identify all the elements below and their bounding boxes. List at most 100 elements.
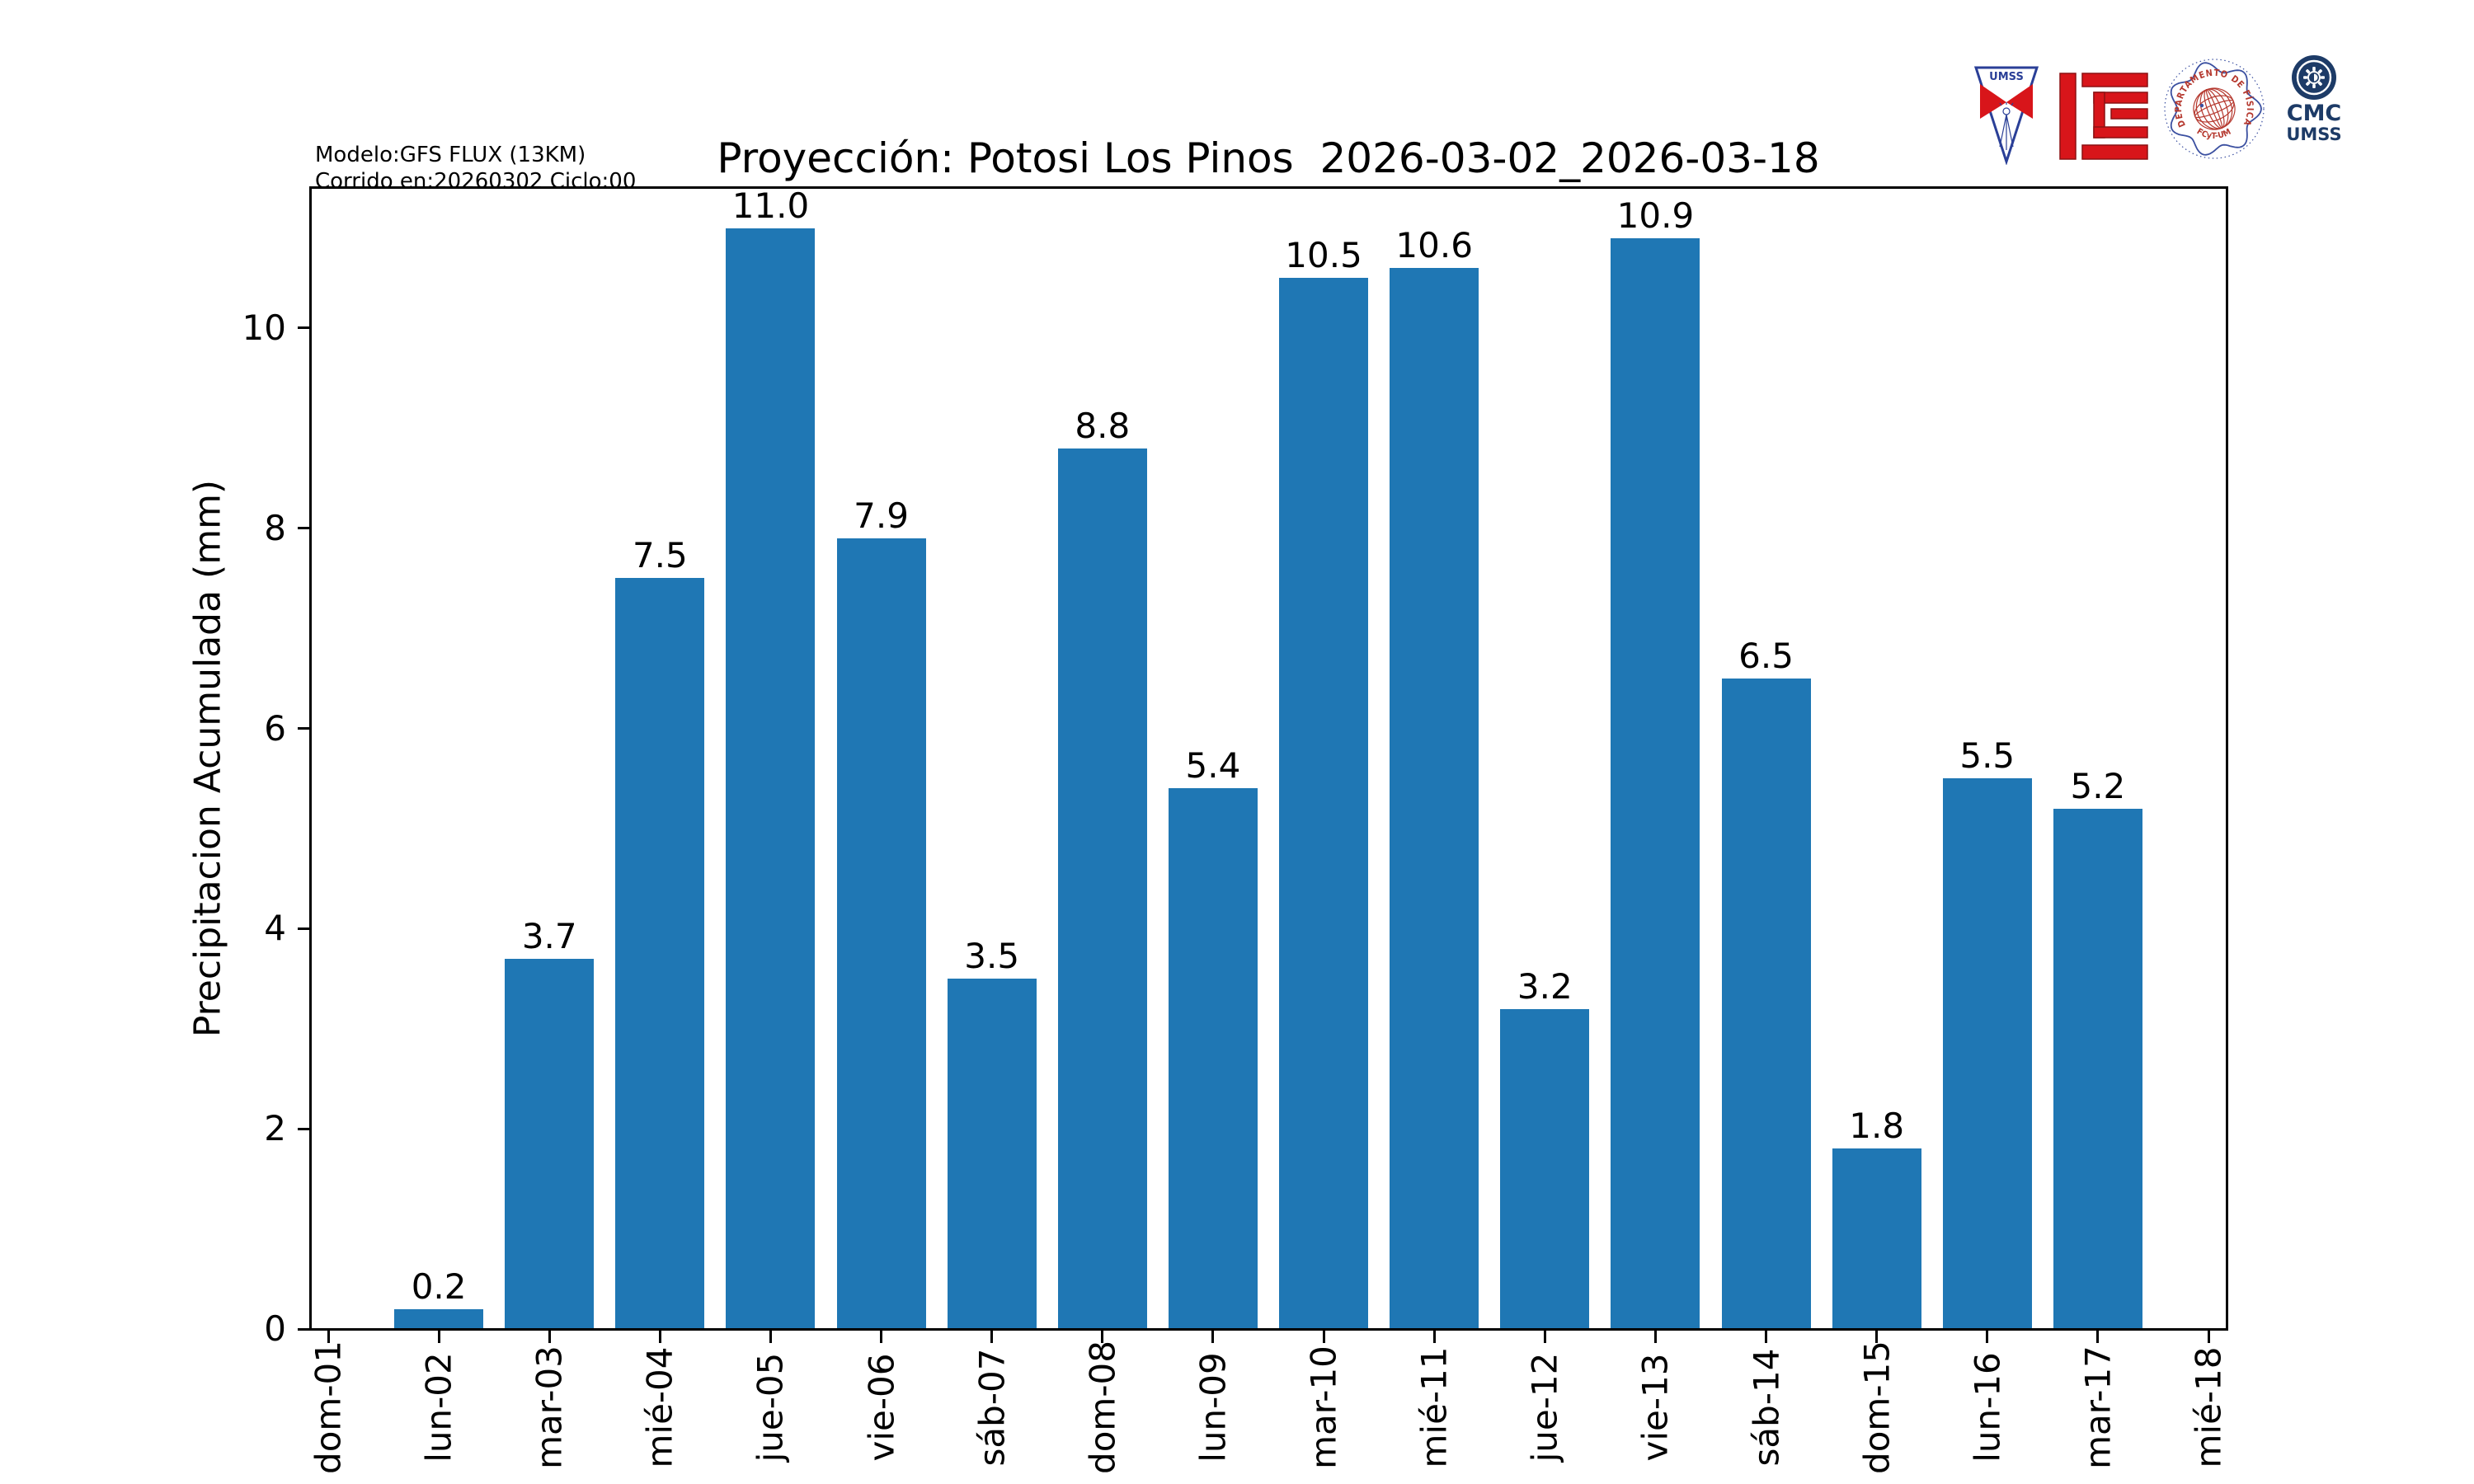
bar: [1279, 278, 1369, 1329]
bar: [947, 979, 1037, 1329]
x-tick-mark: [769, 1330, 772, 1343]
bar-value-label: 7.5: [632, 535, 688, 576]
bar-value-label: 5.5: [1959, 735, 2015, 777]
bar-value-label: 0.2: [411, 1266, 467, 1307]
x-tick-mark: [2096, 1330, 2100, 1343]
y-tick-mark: [297, 1127, 310, 1130]
x-tick-label: mar-03: [529, 1345, 570, 1469]
bar-value-label: 3.5: [964, 936, 1020, 977]
x-tick-label: jue-05: [750, 1352, 791, 1463]
cmc-aperture-icon: [2296, 59, 2332, 96]
bar-value-label: 1.8: [1849, 1106, 1905, 1147]
x-tick-label: dom-01: [308, 1341, 349, 1474]
seal-dotted-ring-icon: [2164, 59, 2265, 159]
cmc-umss-text: UMSS: [2286, 124, 2341, 144]
y-tick-mark: [297, 527, 310, 530]
bar: [1942, 778, 2032, 1329]
shield-red-right-icon: [2006, 84, 2033, 119]
model-name-line: Modelo:GFS FLUX (13KM): [315, 143, 586, 167]
shield-emblem-icon: [1999, 102, 2014, 150]
shield-text: UMSS: [1989, 71, 2024, 83]
globe-icon: [2193, 87, 2236, 130]
x-tick-label: vie-13: [1634, 1353, 1676, 1462]
bar: [615, 578, 705, 1329]
y-tick-mark: [297, 1327, 310, 1331]
x-tick-mark: [1211, 1330, 1215, 1343]
x-tick-mark: [1432, 1330, 1436, 1343]
x-tick-mark: [1986, 1330, 1989, 1343]
y-tick-mark: [297, 727, 310, 730]
x-tick-label: sáb-14: [1746, 1348, 1787, 1467]
cmc-logo: CMC UMSS: [2286, 55, 2342, 144]
x-tick-label: vie-06: [861, 1353, 902, 1462]
bar: [1611, 237, 1700, 1329]
bar: [726, 228, 816, 1329]
maze-icon: [2059, 73, 2148, 160]
bar: [1721, 678, 1811, 1329]
bar: [1168, 788, 1258, 1329]
bar-value-label: 10.6: [1395, 225, 1473, 266]
y-tick-label: 2: [264, 1108, 286, 1149]
fisica-seal-logo: DEPARTAMENTO DE FÍSICA FCyT-UMSS: [2162, 56, 2265, 159]
x-tick-label: lun-09: [1192, 1352, 1234, 1463]
y-tick-label: 6: [264, 707, 286, 749]
bar: [2053, 808, 2142, 1329]
bar-value-label: 5.2: [2070, 765, 2126, 806]
bar: [394, 1308, 484, 1329]
x-tick-label: dom-15: [1856, 1341, 1898, 1474]
model-run-info: Modelo:GFS FLUX (13KM) Corrido en:202603…: [315, 142, 636, 195]
y-axis-label: Precipitacion Acumulada (mm): [186, 479, 229, 1038]
x-tick-mark: [548, 1330, 551, 1343]
x-tick-mark: [658, 1330, 661, 1343]
bar-value-label: 11.0: [731, 185, 810, 226]
seal-dot-icon: [2199, 103, 2204, 108]
bar-value-label: 10.9: [1616, 195, 1695, 236]
x-tick-label: sáb-07: [971, 1348, 1013, 1467]
bar: [1500, 1008, 1590, 1329]
bar-value-label: 3.7: [521, 915, 577, 956]
x-tick-mark: [990, 1330, 994, 1343]
x-tick-mark: [880, 1330, 883, 1343]
x-tick-mark: [2207, 1330, 2210, 1343]
x-tick-mark: [1765, 1330, 1768, 1343]
x-tick-label: mié-11: [1413, 1346, 1455, 1468]
bar: [1057, 448, 1147, 1329]
x-tick-label: mié-04: [639, 1346, 680, 1468]
x-tick-label: jue-12: [1524, 1352, 1565, 1463]
bar-value-label: 10.5: [1285, 235, 1362, 276]
umss-shield-logo: UMSS: [1973, 66, 2039, 165]
bar-value-label: 7.9: [854, 495, 909, 536]
x-tick-mark: [1875, 1330, 1879, 1343]
x-tick-label: lun-16: [1967, 1352, 2008, 1463]
x-tick-mark: [1653, 1330, 1657, 1343]
bar-value-label: 6.5: [1738, 635, 1794, 676]
x-tick-label: lun-02: [418, 1352, 459, 1463]
x-tick-label: dom-08: [1082, 1341, 1123, 1474]
logo-row: UMSS: [1967, 49, 2354, 206]
fcyt-logo: [2059, 73, 2148, 160]
bar: [836, 538, 926, 1329]
x-tick-label: mié-18: [2188, 1346, 2229, 1468]
bar: [1390, 268, 1479, 1329]
y-tick-mark: [297, 927, 310, 930]
plot-area: [309, 186, 2228, 1331]
bar-value-label: 3.2: [1517, 965, 1573, 1007]
x-tick-mark: [1322, 1330, 1325, 1343]
x-tick-mark: [1101, 1330, 1104, 1343]
x-tick-mark: [327, 1330, 330, 1343]
y-tick-label: 4: [264, 908, 286, 949]
bar: [1832, 1148, 1921, 1329]
model-run-line: Corrido en:20260302 Ciclo:00: [315, 169, 637, 194]
shield-red-left-icon: [1980, 84, 2006, 119]
x-tick-mark: [1543, 1330, 1546, 1343]
y-tick-label: 8: [264, 507, 286, 548]
bar-value-label: 5.4: [1185, 745, 1241, 787]
bar-value-label: 8.8: [1075, 405, 1131, 446]
chart-title: Proyección: Potosi Los Pinos 2026-03-02_…: [717, 134, 1820, 182]
y-tick-label: 0: [264, 1308, 286, 1349]
x-tick-mark: [437, 1330, 440, 1343]
x-tick-label: mar-17: [2077, 1345, 2119, 1469]
y-tick-mark: [297, 326, 310, 330]
x-tick-label: mar-10: [1303, 1345, 1344, 1469]
